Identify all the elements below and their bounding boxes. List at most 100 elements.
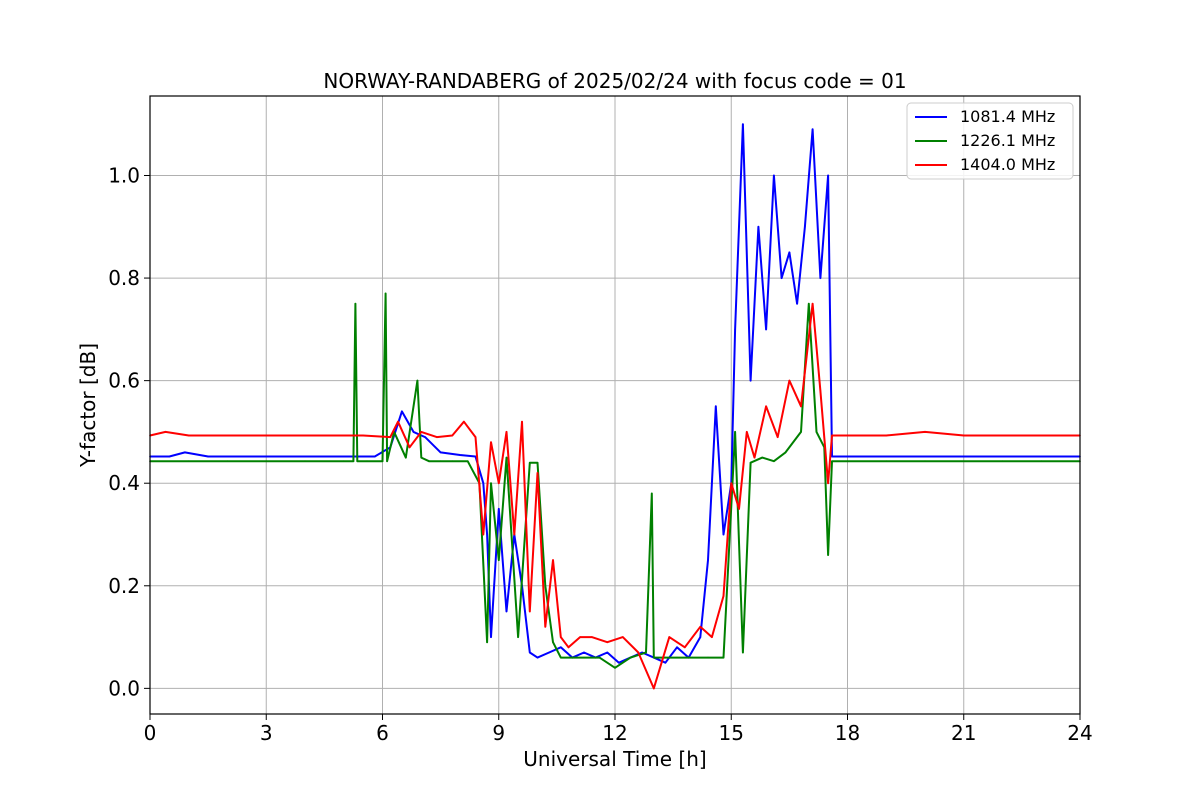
- data-point: [761, 456, 764, 459]
- legend-label: 1226.1 MHz: [960, 131, 1055, 150]
- data-point: [428, 460, 430, 463]
- data-point: [924, 431, 926, 433]
- data-point: [408, 446, 411, 449]
- x-axis-label: Universal Time [h]: [523, 747, 706, 771]
- data-point: [591, 636, 593, 638]
- data-point: [552, 559, 554, 561]
- data-point: [420, 456, 423, 459]
- data-point: [651, 492, 653, 495]
- data-point: [188, 460, 190, 463]
- data-point: [808, 302, 810, 305]
- data-point: [436, 436, 438, 438]
- data-point: [722, 533, 725, 536]
- y-tick-label: 0.0: [108, 676, 140, 700]
- data-point: [560, 646, 562, 649]
- data-point: [784, 451, 787, 454]
- data-point: [486, 641, 488, 643]
- data-point: [548, 651, 550, 654]
- data-point: [420, 431, 423, 433]
- data-point: [323, 455, 326, 458]
- data-point: [498, 482, 500, 485]
- data-point: [356, 460, 359, 463]
- data-point: [811, 302, 814, 305]
- data-point: [846, 460, 849, 463]
- data-point: [397, 420, 399, 423]
- data-point: [606, 641, 609, 643]
- data-point: [598, 656, 601, 659]
- data-point: [738, 508, 740, 510]
- data-point: [963, 455, 965, 458]
- data-point: [354, 302, 357, 305]
- data-point: [354, 455, 357, 458]
- data-point: [424, 436, 426, 438]
- data-point: [304, 434, 306, 437]
- data-point: [831, 434, 833, 437]
- data-point: [811, 128, 814, 131]
- x-tick-label: 21: [951, 721, 976, 745]
- data-point: [246, 455, 248, 458]
- data-point: [749, 379, 752, 382]
- x-tick-label: 0: [144, 721, 157, 745]
- data-point: [684, 646, 686, 649]
- data-point: [827, 554, 829, 556]
- data-point: [490, 441, 492, 444]
- data-point: [653, 687, 655, 690]
- data-point: [827, 174, 829, 177]
- data-point: [831, 455, 833, 458]
- data-point: [614, 667, 616, 669]
- data-point: [207, 455, 209, 458]
- data-point: [265, 460, 268, 463]
- data-point: [1040, 434, 1043, 437]
- data-point: [645, 651, 647, 654]
- data-point: [459, 454, 461, 456]
- legend-box: [906, 102, 1074, 180]
- data-point: [513, 533, 516, 536]
- data-point: [885, 434, 888, 437]
- y-tick-label: 0.4: [108, 471, 140, 495]
- data-point: [819, 277, 822, 279]
- series-group: [149, 292, 1081, 669]
- data-point: [885, 455, 888, 458]
- data-point: [521, 420, 523, 423]
- data-point: [734, 431, 736, 433]
- data-point: [804, 226, 806, 228]
- data-point: [226, 460, 229, 463]
- data-point: [800, 431, 802, 433]
- data-point: [366, 460, 368, 463]
- data-point: [505, 610, 508, 613]
- data-point: [653, 656, 655, 659]
- data-point: [536, 656, 539, 659]
- series-line: [150, 123, 1080, 664]
- data-point: [742, 123, 744, 125]
- data-point: [265, 434, 268, 437]
- data-point: [486, 533, 488, 536]
- data-point: [544, 626, 547, 628]
- data-point: [389, 436, 392, 438]
- data-point: [831, 460, 833, 463]
- data-point: [451, 434, 454, 437]
- data-point: [560, 656, 562, 659]
- data-point: [560, 636, 562, 638]
- series-layer: [149, 123, 1081, 690]
- data-point: [629, 656, 632, 659]
- data-point: [722, 656, 725, 659]
- data-point: [384, 292, 387, 295]
- data-point: [505, 456, 508, 459]
- data-point: [815, 431, 818, 433]
- data-point: [711, 636, 713, 638]
- data-point: [439, 460, 442, 463]
- data-point: [474, 436, 477, 438]
- data-point: [707, 559, 709, 561]
- data-point: [451, 460, 454, 463]
- data-point: [505, 431, 508, 433]
- data-point: [416, 379, 419, 382]
- data-point: [676, 656, 678, 659]
- data-point: [184, 451, 186, 454]
- data-point: [401, 410, 403, 413]
- data-point: [924, 460, 926, 463]
- data-point: [529, 461, 531, 464]
- data-point: [765, 328, 767, 331]
- data-point: [618, 661, 620, 664]
- ticks: 0 3 6 9 12 15 18 21 24 0.0 0.2 0.4 0.6 0.8 1.0: [108, 163, 1093, 745]
- data-point: [773, 460, 775, 463]
